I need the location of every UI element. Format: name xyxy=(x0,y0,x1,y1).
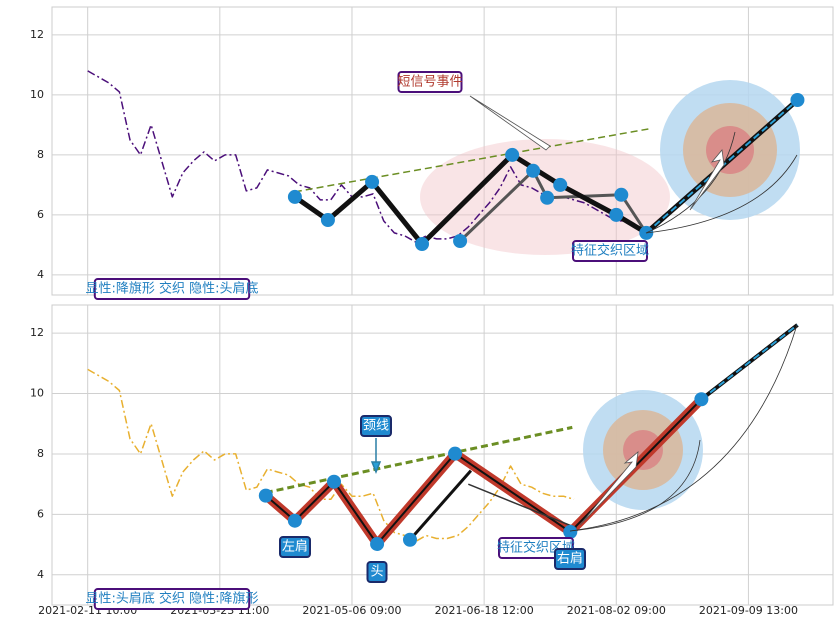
marker xyxy=(614,187,629,202)
annotation: 左肩 xyxy=(282,539,308,555)
arrow xyxy=(469,95,551,151)
marker xyxy=(258,488,273,503)
marker xyxy=(453,234,468,248)
y-tick-label: 12 xyxy=(30,28,44,41)
arc xyxy=(569,324,798,532)
marker xyxy=(320,213,335,227)
x-tick-label: 2021-08-02 09:00 xyxy=(567,604,666,617)
arrow xyxy=(579,451,639,526)
marker xyxy=(402,532,417,547)
marker xyxy=(526,163,541,178)
y-tick-label: 4 xyxy=(37,568,44,581)
marker xyxy=(505,147,520,162)
marker xyxy=(287,513,302,528)
y-tick-label: 6 xyxy=(37,208,44,221)
marker xyxy=(609,207,624,222)
y-tick-label: 8 xyxy=(37,447,44,460)
annotation-box xyxy=(366,561,388,583)
arrow xyxy=(689,149,725,211)
arc xyxy=(569,439,701,532)
marker xyxy=(553,177,568,192)
series-line xyxy=(87,368,575,543)
series-line xyxy=(700,324,799,401)
arrow xyxy=(370,438,382,475)
y-tick-label: 10 xyxy=(30,387,44,400)
series-line xyxy=(293,152,648,247)
marker xyxy=(790,93,805,107)
series-line xyxy=(408,469,473,541)
series-line xyxy=(265,425,573,495)
y-tick-label: 4 xyxy=(37,268,44,281)
y-tick-label: 12 xyxy=(30,326,44,339)
annotation: 头 xyxy=(370,565,383,580)
marker xyxy=(365,174,380,189)
marker xyxy=(563,524,578,539)
annotation-box xyxy=(397,71,463,93)
annotation: 颈线 xyxy=(363,419,389,434)
marker xyxy=(327,474,342,489)
annotation: 显性:降旗形 交织 隐性:头肩底 xyxy=(85,281,258,297)
annotation: 显性:头肩底 交织 隐性:降旗形 xyxy=(85,591,258,607)
series-line xyxy=(468,483,577,529)
marker xyxy=(540,190,555,205)
y-tick-label: 10 xyxy=(30,88,44,101)
marker xyxy=(287,189,302,204)
annotation: 短信号事件 xyxy=(397,75,462,90)
annotation-box xyxy=(554,548,586,570)
annotation-box xyxy=(93,588,251,610)
marker xyxy=(415,237,430,251)
y-tick-label: 6 xyxy=(37,507,44,520)
annotation-box xyxy=(572,240,648,262)
annotation: 特征交织区域 xyxy=(571,243,649,259)
marker xyxy=(448,446,463,461)
annotation: 右肩 xyxy=(557,551,583,567)
arc xyxy=(645,154,798,234)
annotation-box xyxy=(279,536,311,558)
marker xyxy=(370,536,385,551)
annotation-box xyxy=(360,415,392,437)
arc xyxy=(645,131,736,234)
series-line xyxy=(87,70,649,243)
marker xyxy=(694,392,709,407)
x-tick-label: 2021-09-09 13:00 xyxy=(699,604,798,617)
y-tick-label: 8 xyxy=(37,148,44,161)
series-line xyxy=(294,128,650,193)
annotation-box xyxy=(93,278,251,300)
x-tick-label: 2021-06-18 12:00 xyxy=(435,604,534,617)
x-tick-label: 2021-05-06 09:00 xyxy=(302,604,401,617)
